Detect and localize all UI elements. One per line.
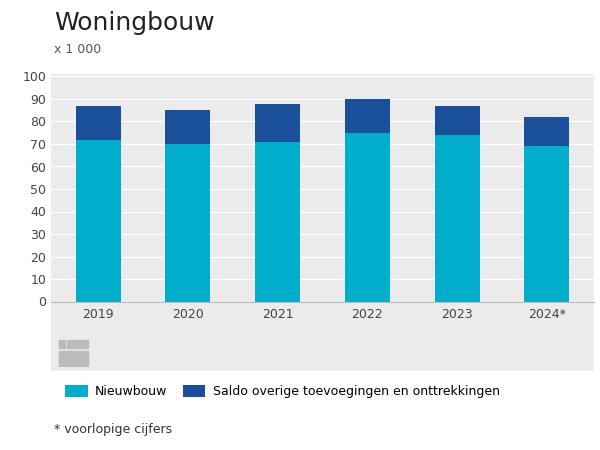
Bar bbox=[59, 360, 88, 367]
Bar bbox=[345, 133, 390, 302]
Text: * voorlopige cijfers: * voorlopige cijfers bbox=[54, 423, 172, 436]
Bar bbox=[59, 340, 65, 348]
Bar bbox=[59, 351, 88, 359]
Bar bbox=[76, 140, 121, 302]
Legend: Nieuwbouw, Saldo overige toevoegingen en onttrekkingen: Nieuwbouw, Saldo overige toevoegingen en… bbox=[60, 380, 505, 403]
Bar bbox=[434, 135, 479, 302]
Bar bbox=[524, 117, 569, 146]
Bar bbox=[524, 146, 569, 302]
Bar bbox=[67, 340, 74, 348]
Text: x 1 000: x 1 000 bbox=[54, 43, 101, 56]
Bar bbox=[345, 99, 390, 133]
Bar bbox=[166, 144, 211, 302]
Bar bbox=[166, 110, 211, 144]
Bar bbox=[255, 142, 300, 302]
Bar bbox=[76, 106, 121, 140]
Text: Woningbouw: Woningbouw bbox=[54, 11, 215, 35]
Bar bbox=[75, 340, 88, 348]
Bar bbox=[255, 104, 300, 142]
Bar bbox=[434, 106, 479, 135]
